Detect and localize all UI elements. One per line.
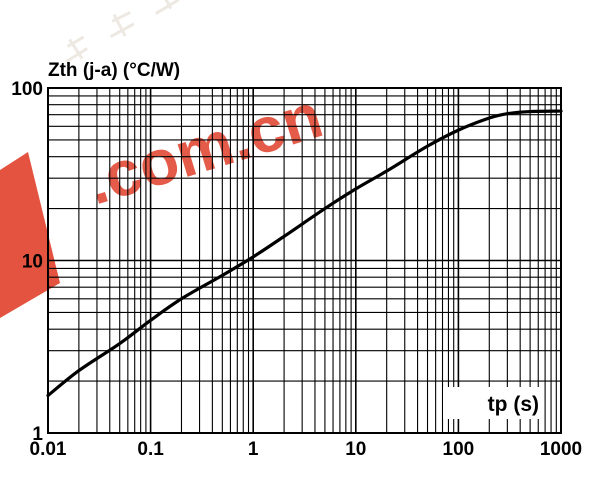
x-tick-label: 10 — [345, 439, 366, 460]
y-axis-label: Zth (j-a) (°C/W) — [48, 60, 180, 81]
y-tick-labels: 1 10 100 — [11, 79, 43, 445]
watermark-text: .com.cn — [78, 79, 330, 219]
watermark-red-wedge — [0, 152, 60, 318]
zth-curve — [46, 109, 563, 398]
x-tick-labels: 0.01 0.1 1 10 100 1000 — [30, 439, 583, 460]
axis-labels: Zth (j-a) (°C/W) tp (s) — [48, 60, 543, 419]
x-tick-label: 1 — [248, 439, 259, 460]
grid — [48, 88, 561, 433]
watermark-chinese-glyphs — [65, 0, 180, 63]
x-axis-label: tp (s) — [488, 393, 539, 416]
plot-area: Zth (j-a) (°C/W)tp (s) 0.01 0.1 1 10 100 1000… — [11, 60, 582, 460]
y-tick-label: 1 — [32, 424, 43, 445]
y-tick-label: 10 — [22, 252, 43, 273]
x-axis-label-backing — [443, 387, 543, 419]
x-tick-label: 100 — [443, 439, 475, 460]
x-tick-label: 0.01 — [30, 439, 67, 460]
x-tick-label: 0.1 — [137, 439, 164, 460]
watermark: .com.cn — [0, 0, 330, 318]
y-tick-label: 100 — [11, 79, 43, 100]
x-tick-label: 1000 — [540, 439, 582, 460]
plot-frame — [47, 87, 562, 434]
